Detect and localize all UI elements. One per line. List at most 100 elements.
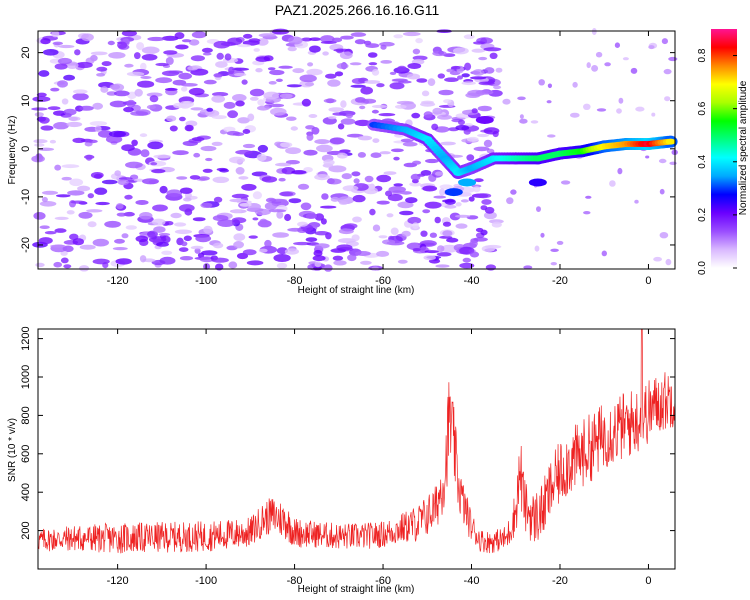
heatmap-noise-cell bbox=[61, 164, 80, 169]
heatmap-noise-cell bbox=[231, 217, 247, 224]
heatmap-noise-cell bbox=[116, 203, 124, 210]
heatmap-noise-cell bbox=[668, 56, 678, 62]
heatmap-noise-cell bbox=[224, 53, 232, 61]
heatmap-noise-cell bbox=[271, 28, 290, 35]
heatmap-noise-cell bbox=[202, 52, 212, 56]
y-tick-label: 400 bbox=[20, 483, 32, 501]
heatmap-noise-cell bbox=[406, 242, 423, 250]
heatmap-noise-cell bbox=[305, 213, 317, 219]
heatmap-noise-cell bbox=[95, 201, 110, 206]
heatmap-noise-cell bbox=[139, 133, 148, 138]
heatmap-noise-cell bbox=[383, 171, 397, 176]
heatmap-noise-cell bbox=[118, 177, 133, 181]
heatmap-noise-cell bbox=[371, 69, 380, 76]
heatmap-noise-cell bbox=[304, 82, 315, 87]
heatmap-noise-cell bbox=[54, 164, 62, 171]
heatmap-noise-cell bbox=[226, 131, 240, 136]
heatmap-noise-cell bbox=[471, 108, 478, 114]
heatmap-noise-cell bbox=[85, 154, 93, 161]
heatmap-noise-cell bbox=[458, 119, 465, 126]
heatmap-noise-cell bbox=[149, 95, 159, 103]
heatmap-noise-cell bbox=[556, 240, 564, 245]
heatmap-noise-cell bbox=[407, 216, 422, 225]
heatmap-noise-cell bbox=[398, 80, 412, 84]
heatmap-noise-cell bbox=[506, 197, 514, 205]
heatmap-noise-cell bbox=[180, 187, 193, 194]
heatmap-noise-cell bbox=[286, 84, 302, 88]
heatmap-noise-cell bbox=[372, 138, 380, 144]
heatmap-noise-cell bbox=[212, 176, 230, 183]
heatmap-noise-cell bbox=[406, 73, 421, 80]
heatmap-noise-cell bbox=[139, 255, 147, 263]
heatmap-noise-cell bbox=[424, 201, 442, 209]
heatmap-noise-cell bbox=[133, 178, 145, 182]
heatmap-noise-cell bbox=[53, 122, 69, 130]
heatmap-noise-cell bbox=[309, 37, 321, 41]
heatmap-noise-cell bbox=[665, 258, 672, 266]
heatmap-noise-cell bbox=[420, 230, 428, 237]
heatmap-noise-cell bbox=[450, 65, 461, 70]
heatmap-blob bbox=[444, 188, 463, 197]
heatmap-noise-cell bbox=[54, 63, 68, 70]
heatmap-noise-cell bbox=[54, 216, 69, 220]
heatmap-noise-cell bbox=[150, 162, 158, 166]
heatmap-noise-cell bbox=[255, 68, 263, 73]
heatmap-noise-cell bbox=[248, 38, 261, 43]
heatmap-noise-cell bbox=[480, 205, 488, 211]
x-tick-label: -120 bbox=[107, 275, 129, 287]
heatmap-noise-cell bbox=[429, 232, 437, 238]
heatmap-noise-cell bbox=[37, 147, 55, 151]
heatmap-noise-cell bbox=[66, 121, 83, 128]
heatmap-noise-cell bbox=[486, 148, 495, 154]
heatmap-noise-cell bbox=[178, 72, 192, 80]
heatmap-noise-cell bbox=[469, 251, 480, 258]
figure-title: PAZ1.2025.266.16.16.G11 bbox=[275, 2, 440, 18]
heatmap-noise-cell bbox=[278, 65, 293, 69]
heatmap-noise-cell bbox=[314, 174, 330, 181]
heatmap-noise-cell bbox=[306, 68, 323, 76]
heatmap-noise-cell bbox=[124, 63, 134, 68]
snr-x-axis-label: Height of straight line (km) bbox=[298, 584, 415, 595]
heatmap-noise-cell bbox=[135, 200, 149, 205]
heatmap-noise-cell bbox=[235, 149, 253, 155]
heatmap-noise-cell bbox=[188, 39, 200, 46]
heatmap-noise-cell bbox=[255, 56, 270, 62]
heatmap-noise-cell bbox=[178, 204, 195, 212]
heatmap-noise-cell bbox=[502, 98, 511, 105]
heatmap-noise-cell bbox=[168, 70, 183, 74]
heatmap-noise-cell bbox=[140, 76, 152, 79]
snr-series-line bbox=[37, 328, 676, 554]
heatmap-noise-cell bbox=[113, 90, 130, 97]
heatmap-noise-cell bbox=[123, 211, 135, 217]
heatmap-noise-cell bbox=[292, 68, 305, 74]
heatmap-noise-cell bbox=[288, 198, 302, 204]
heatmap-noise-cell bbox=[147, 36, 165, 42]
heatmap-noise-cell bbox=[517, 96, 526, 101]
heatmap-noise-cell bbox=[53, 110, 67, 116]
heatmap-noise-cell bbox=[232, 67, 249, 71]
heatmap-noise-cell bbox=[52, 41, 63, 46]
heatmap-noise-cell bbox=[184, 124, 194, 132]
heatmap-noise-cell bbox=[237, 117, 250, 124]
heatmap-noise-cell bbox=[622, 57, 629, 61]
heatmap-noise-cell bbox=[146, 92, 163, 97]
heatmap-noise-cell bbox=[337, 152, 348, 159]
heatmap-noise-cell bbox=[213, 40, 230, 49]
heatmap-noise-cell bbox=[616, 108, 622, 114]
heatmap-noise-cell bbox=[376, 174, 392, 183]
heatmap-noise-cell bbox=[380, 60, 393, 64]
heatmap-noise-cell bbox=[436, 252, 452, 257]
heatmap-noise-cell bbox=[360, 260, 372, 265]
heatmap-noise-cell bbox=[360, 86, 374, 95]
heatmap-noise-cell bbox=[359, 105, 366, 110]
heatmap-noise-cell bbox=[340, 118, 356, 125]
heatmap-noise-cell bbox=[648, 45, 655, 50]
heatmap-blob bbox=[458, 178, 477, 187]
heatmap-noise-cell bbox=[191, 137, 205, 142]
heatmap-noise-cell bbox=[389, 82, 405, 90]
heatmap-noise-cell bbox=[472, 186, 481, 193]
heatmap-noise-cell bbox=[174, 229, 192, 235]
heatmap-noise-cell bbox=[617, 167, 623, 175]
heatmap-noise-cell bbox=[232, 94, 247, 102]
heatmap-noise-cell bbox=[604, 62, 611, 67]
